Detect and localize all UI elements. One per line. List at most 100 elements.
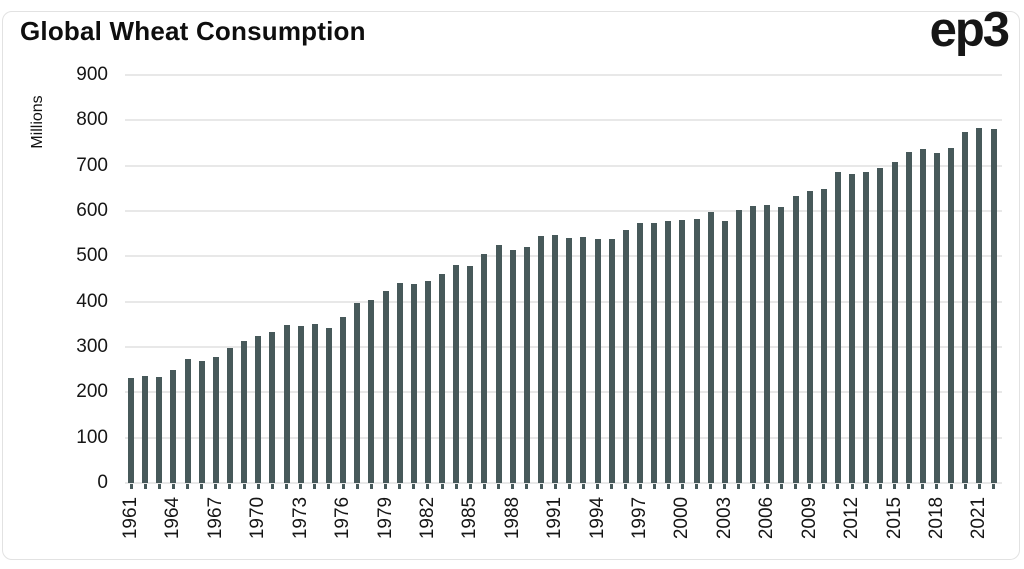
x-tick-label-2012: 2012 xyxy=(841,496,863,540)
x-tick-1985 xyxy=(468,484,472,489)
x-tick-2022 xyxy=(992,484,995,489)
chart-title: Global Wheat Consumption xyxy=(20,16,366,46)
x-tick-1963 xyxy=(157,484,161,489)
bar-2003 xyxy=(721,220,728,483)
x-tick-2017 xyxy=(921,484,925,489)
x-tick-label-1973: 1973 xyxy=(289,496,311,540)
y-tick-label-0: 0 xyxy=(97,472,108,493)
x-tick-label-2015: 2015 xyxy=(883,496,905,540)
gridline-800 xyxy=(125,119,1002,122)
gridline-400 xyxy=(125,300,1002,303)
x-tick-label-1994: 1994 xyxy=(586,496,608,540)
y-tick-label-400: 400 xyxy=(76,290,108,312)
x-tick-1966 xyxy=(200,484,204,489)
x-tick-2009 xyxy=(808,484,812,489)
x-tick-2003 xyxy=(723,484,727,489)
bar-2001 xyxy=(693,219,700,483)
bar-1974 xyxy=(311,323,318,483)
x-tick-label-1976: 1976 xyxy=(332,496,354,540)
bar-2008 xyxy=(792,196,799,483)
bar-1996 xyxy=(622,230,629,483)
x-tick-2021 xyxy=(977,484,981,489)
x-tick-1979 xyxy=(384,484,387,489)
x-tick-1995 xyxy=(610,484,614,489)
bar-1969 xyxy=(241,340,248,483)
bar-2007 xyxy=(778,207,785,483)
x-tick-2011 xyxy=(836,484,840,489)
bar-1977 xyxy=(354,303,361,483)
bar-1986 xyxy=(481,254,488,483)
bar-2013 xyxy=(863,172,870,483)
x-tick-1986 xyxy=(482,484,486,489)
x-tick-label-1970: 1970 xyxy=(247,496,269,540)
x-tick-1990 xyxy=(539,484,543,489)
x-tick-1997 xyxy=(638,484,642,489)
bar-1967 xyxy=(212,356,219,483)
x-tick-1974 xyxy=(313,484,317,489)
x-tick-1994 xyxy=(596,484,600,489)
bar-1961 xyxy=(128,378,134,483)
y-tick-label-900: 900 xyxy=(76,64,108,85)
bar-2015 xyxy=(891,162,898,483)
bar-1993 xyxy=(580,236,587,483)
bar-1965 xyxy=(184,358,191,483)
bar-1978 xyxy=(368,300,375,483)
bar-1981 xyxy=(410,283,417,483)
x-tick-label-2000: 2000 xyxy=(671,496,693,540)
x-tick-2018 xyxy=(935,484,939,489)
gridline-0 xyxy=(125,482,1002,484)
x-tick-1987 xyxy=(497,484,501,489)
bar-2016 xyxy=(905,151,912,483)
x-tick-1998 xyxy=(652,484,656,489)
ep3-logo: ep3 xyxy=(929,3,1010,57)
bar-1987 xyxy=(495,244,502,483)
y-tick-label-500: 500 xyxy=(76,245,108,267)
x-tick-2000 xyxy=(680,484,684,489)
bar-1962 xyxy=(142,375,149,483)
bar-1988 xyxy=(509,250,516,483)
x-tick-2016 xyxy=(907,484,911,489)
x-tick-1968 xyxy=(228,484,232,489)
bar-2009 xyxy=(806,190,813,483)
x-tick-label-2006: 2006 xyxy=(756,496,778,540)
x-tick-2005 xyxy=(751,484,755,489)
x-tick-1977 xyxy=(355,484,359,489)
bar-1979 xyxy=(382,290,389,483)
y-tick-label-300: 300 xyxy=(76,336,108,357)
x-tick-label-1982: 1982 xyxy=(416,496,438,540)
gridline-200 xyxy=(125,391,1002,394)
x-tick-2001 xyxy=(695,484,699,489)
gridline-500 xyxy=(125,255,1002,258)
bar-1966 xyxy=(198,360,205,483)
x-tick-1989 xyxy=(525,484,529,489)
y-tick-label-200: 200 xyxy=(76,381,108,403)
bar-2019 xyxy=(948,148,955,483)
x-tick-1981 xyxy=(412,484,416,489)
bar-1984 xyxy=(453,265,460,483)
x-tick-1993 xyxy=(581,484,585,489)
x-tick-label-1988: 1988 xyxy=(501,496,523,540)
x-tick-1970 xyxy=(256,484,260,489)
x-tick-2020 xyxy=(963,484,967,489)
bar-1998 xyxy=(651,222,658,483)
bar-1980 xyxy=(396,283,403,483)
bar-1972 xyxy=(283,324,290,483)
x-tick-label-1997: 1997 xyxy=(629,496,651,540)
bar-1976 xyxy=(340,316,347,483)
bar-1990 xyxy=(538,235,545,483)
x-tick-1971 xyxy=(270,484,274,489)
bar-2005 xyxy=(750,205,757,483)
x-tick-1962 xyxy=(143,484,147,489)
bar-1963 xyxy=(156,377,163,483)
bar-1994 xyxy=(594,239,601,483)
x-tick-label-1964: 1964 xyxy=(162,496,184,540)
x-tick-1967 xyxy=(214,484,218,489)
x-tick-2007 xyxy=(779,484,783,489)
x-tick-2013 xyxy=(864,484,868,489)
x-tick-2006 xyxy=(765,484,769,489)
x-tick-2002 xyxy=(709,484,713,489)
bar-1983 xyxy=(439,273,446,483)
x-tick-1983 xyxy=(440,484,444,489)
bar-2020 xyxy=(962,131,969,483)
x-tick-1969 xyxy=(242,484,246,489)
